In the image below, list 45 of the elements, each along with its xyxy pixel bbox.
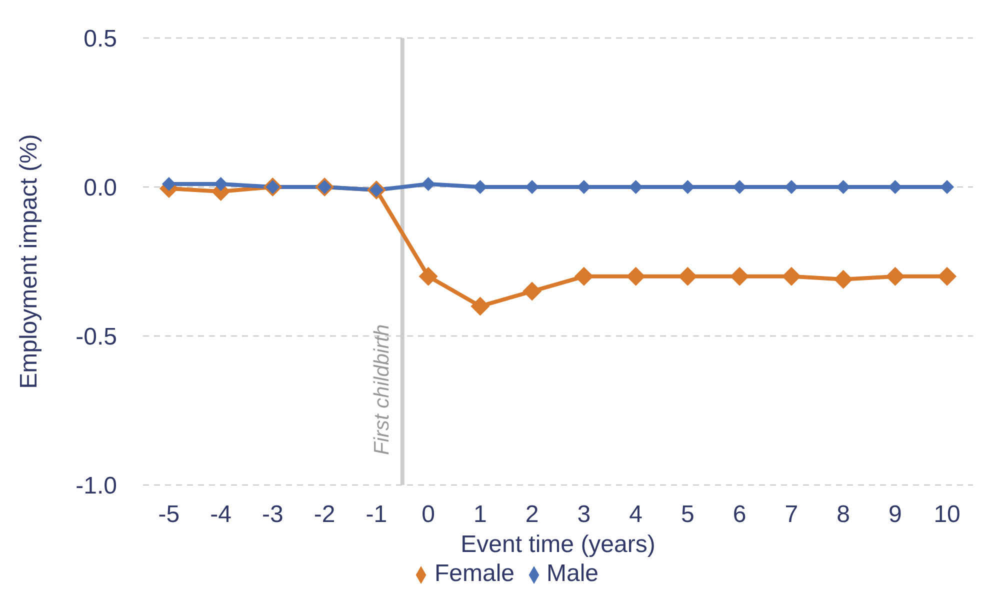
point (938, 266, 957, 286)
y-tick-label: 0.5 (84, 26, 117, 53)
x-tick-label: -5 (158, 501, 180, 528)
point (522, 282, 542, 301)
x-tick-label: -1 (366, 501, 388, 528)
point (730, 266, 750, 286)
point (678, 266, 698, 286)
x-tick-label: 5 (681, 501, 694, 528)
legend-label: Female (434, 560, 514, 587)
point (473, 180, 488, 194)
x-tick-label: 10 (934, 501, 960, 528)
x-tick-label: 6 (732, 501, 746, 528)
ref-line-label: First childbirth (370, 324, 394, 455)
y-tick-label: -0.5 (76, 324, 117, 351)
point (680, 180, 695, 194)
x-tick-label: 8 (836, 501, 850, 528)
point (574, 266, 594, 286)
x-tick-label: -2 (314, 501, 336, 528)
x-tick-label: -4 (210, 501, 232, 528)
x-tick-label: 3 (577, 501, 591, 528)
point (418, 266, 438, 286)
point (940, 180, 954, 194)
y-tick-label: -1.0 (76, 472, 117, 500)
x-axis-title: Event time (years) (460, 531, 656, 558)
legend-label: Male (546, 560, 599, 587)
point (886, 266, 905, 286)
point (834, 270, 853, 289)
x-tick-label: 0 (422, 501, 435, 528)
point (626, 266, 646, 286)
point (162, 177, 176, 192)
y-tick-label: 0.0 (84, 174, 117, 202)
x-tick-label: 4 (629, 501, 642, 528)
x-tick-label: 7 (784, 501, 798, 528)
x-tick-label: 9 (888, 501, 902, 528)
x-tick-label: -3 (262, 501, 284, 528)
x-tick-label: 1 (474, 501, 487, 528)
point (836, 180, 850, 194)
point (628, 180, 643, 194)
point (470, 296, 490, 316)
point (782, 266, 801, 286)
point (214, 177, 228, 192)
point (421, 177, 436, 192)
point (888, 180, 902, 194)
x-tick-label: 2 (525, 501, 539, 528)
y-axis-title: Employment impact (%) (16, 134, 43, 389)
